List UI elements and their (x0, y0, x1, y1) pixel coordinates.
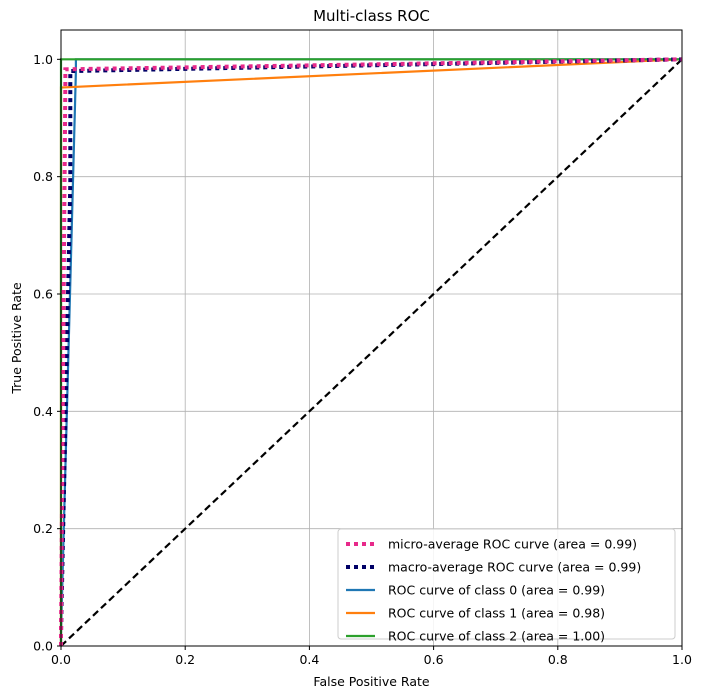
y-tick-label: 0.0 (33, 639, 53, 654)
y-tick-label: 0.2 (33, 521, 53, 536)
legend-label-4: ROC curve of class 2 (area = 1.00) (388, 629, 605, 644)
legend-label-0: micro-average ROC curve (area = 0.99) (388, 537, 637, 552)
legend-label-1: macro-average ROC curve (area = 0.99) (388, 560, 641, 575)
y-axis-label: True Positive Rate (9, 282, 24, 395)
x-tick-label: 0.4 (299, 652, 319, 667)
y-tick-label: 1.0 (33, 52, 53, 67)
plot-frame (60, 29, 683, 647)
x-tick-label: 0.0 (51, 652, 71, 667)
x-tick-label: 0.8 (548, 652, 568, 667)
x-axis-label: False Positive Rate (313, 674, 429, 689)
y-axis-ticks: 0.0 0.2 0.4 0.6 0.8 1.0 (33, 52, 61, 654)
chart-title: Multi-class ROC (313, 7, 430, 25)
x-axis-ticks: 0.0 0.2 0.4 0.6 0.8 1.0 (51, 646, 692, 667)
grid (60, 30, 683, 647)
legend: micro-average ROC curve (area = 0.99) mac… (337, 528, 676, 644)
legend-label-2: ROC curve of class 0 (area = 0.99) (388, 583, 605, 598)
legend-label-3: ROC curve of class 1 (area = 0.98) (388, 606, 605, 621)
legend-box (337, 528, 676, 640)
x-tick-label: 0.2 (175, 652, 195, 667)
x-tick-label: 1.0 (672, 652, 692, 667)
x-tick-label: 0.6 (424, 652, 444, 667)
y-tick-label: 0.6 (33, 287, 53, 302)
y-tick-label: 0.8 (33, 169, 53, 184)
y-tick-label: 0.4 (33, 404, 53, 419)
series-line-0 (59, 57, 683, 646)
